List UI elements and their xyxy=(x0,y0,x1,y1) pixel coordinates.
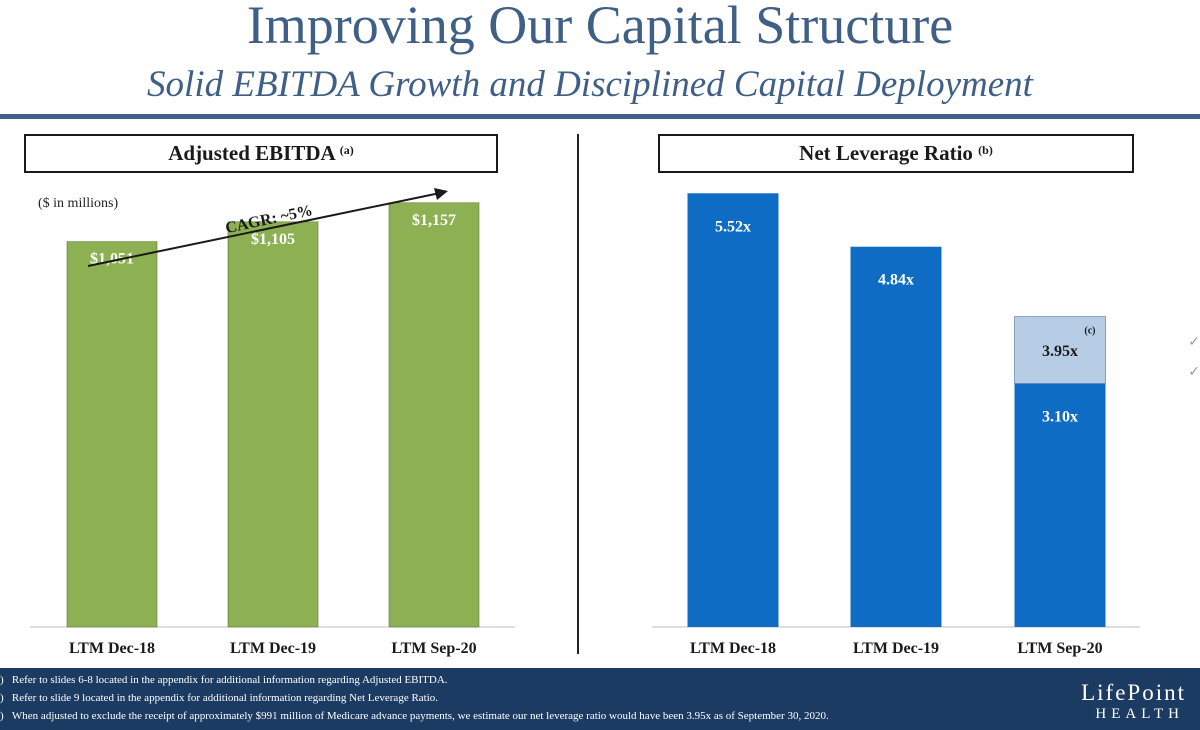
leverage-title-note: (b) xyxy=(978,143,993,157)
ebitda-category-label-0: LTM Dec-18 xyxy=(69,640,155,657)
ebitda-title-note: (a) xyxy=(339,143,354,157)
footnote-text-3: When adjusted to exclude the receipt of … xyxy=(11,710,829,722)
footnote-2: ) Refer to slide 9 located in the append… xyxy=(0,692,438,704)
footnote-marker-2: ) xyxy=(0,692,4,704)
footnote-3: ) When adjusted to exclude the receipt o… xyxy=(0,710,829,722)
panel-divider xyxy=(577,134,579,654)
leverage-title-text: Net Leverage Ratio xyxy=(799,141,973,165)
leverage-adjusted-label: 3.95x xyxy=(1042,343,1078,360)
leverage-value-label-1: 4.84x xyxy=(878,272,914,289)
title-rule xyxy=(0,114,1200,119)
leverage-bar-1 xyxy=(850,246,942,627)
ebitda-bar-0 xyxy=(66,241,158,628)
footer-bar xyxy=(0,668,1200,730)
leverage-value-label-0: 5.52x xyxy=(715,218,751,235)
ebitda-units-label: ($ in millions) xyxy=(38,196,119,211)
leverage-category-label-2: LTM Sep-20 xyxy=(1017,640,1102,657)
footnote-marker-3: ) xyxy=(0,710,4,722)
ebitda-value-label-2: $1,157 xyxy=(412,212,456,229)
ebitda-panel-title: Adjusted EBITDA (a) xyxy=(24,134,498,173)
leverage-value-label-2: 3.10x xyxy=(1042,408,1078,425)
footnote-marker-1: ) xyxy=(0,674,4,686)
leverage-adjusted-note: (c) xyxy=(1084,326,1095,337)
company-logo-name: LifePoint xyxy=(1081,680,1186,705)
ebitda-title-text: Adjusted EBITDA xyxy=(168,141,335,165)
ebitda-cagr-arrow-line xyxy=(87,192,441,267)
leverage-bar-2 xyxy=(1014,383,1106,627)
ebitda-cagr-arrowhead xyxy=(434,188,448,200)
edge-check-icon-2: ✓ xyxy=(1188,364,1200,380)
footnote-text-2: Refer to slide 9 located in the appendix… xyxy=(11,692,439,704)
ebitda-bar-2 xyxy=(388,202,480,628)
ebitda-category-label-2: LTM Sep-20 xyxy=(391,640,476,657)
footnote-text-1: Refer to slides 6-8 located in the appen… xyxy=(11,674,448,686)
slide-subtitle: Solid EBITDA Growth and Disciplined Capi… xyxy=(147,64,1033,105)
ebitda-bar-1 xyxy=(227,221,319,628)
footnote-1: ) Refer to slides 6-8 located in the app… xyxy=(0,674,448,686)
leverage-category-label-0: LTM Dec-18 xyxy=(690,640,776,657)
leverage-panel-title: Net Leverage Ratio (b) xyxy=(658,134,1134,173)
company-logo-sub: HEALTH xyxy=(1095,706,1184,722)
ebitda-value-label-1: $1,105 xyxy=(251,231,295,248)
edge-check-icon: ✓ xyxy=(1188,334,1200,350)
ebitda-category-label-1: LTM Dec-19 xyxy=(230,640,316,657)
leverage-adjusted-bar xyxy=(1014,316,1106,384)
leverage-category-label-1: LTM Dec-19 xyxy=(853,640,939,657)
slide-title: Improving Our Capital Structure xyxy=(246,0,954,55)
leverage-bar-0 xyxy=(687,193,779,628)
